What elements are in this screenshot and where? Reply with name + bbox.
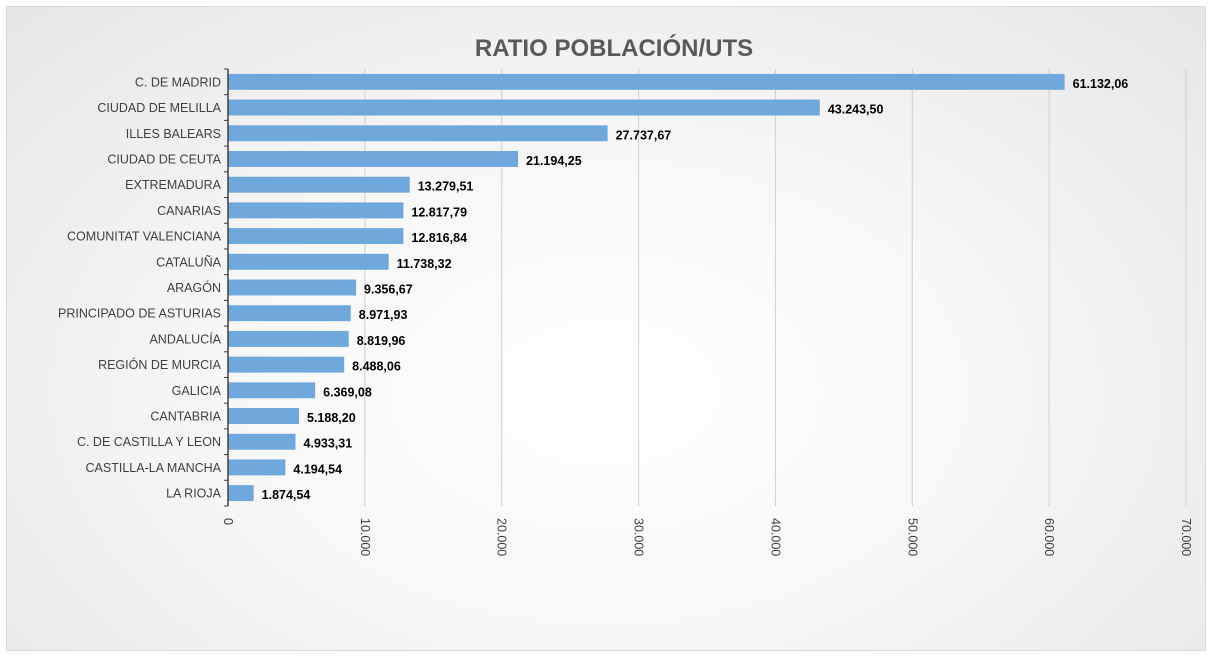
value-label: 61.132,06 <box>1073 77 1129 91</box>
value-label: 12.816,84 <box>411 231 467 245</box>
category-label: ARAGÓN <box>167 280 221 295</box>
category-label: REGIÓN DE MURCIA <box>98 357 222 372</box>
value-label: 43.243,50 <box>828 103 884 117</box>
bar <box>228 253 389 270</box>
category-label: COMUNITAT VALENCIANA <box>67 230 222 244</box>
category-label: C. DE MADRID <box>135 75 221 89</box>
bar <box>228 330 349 347</box>
bars <box>228 73 1065 502</box>
value-label: 8.488,06 <box>352 360 401 374</box>
value-label: 21.194,25 <box>526 154 582 168</box>
axes <box>224 68 229 507</box>
bar <box>228 228 404 245</box>
chart-title: RATIO POBLACIÓN/UTS <box>475 34 753 62</box>
value-label: 13.279,51 <box>418 180 474 194</box>
category-label: CATALUÑA <box>156 255 221 269</box>
category-label: CIUDAD DE MELILLA <box>97 101 221 115</box>
x-tick-label: 30.000 <box>632 518 646 556</box>
bar <box>228 73 1065 90</box>
bar <box>228 408 300 424</box>
category-label: LA RIOJA <box>166 487 222 501</box>
value-label: 1.874,54 <box>262 488 311 502</box>
value-label: 12.817,79 <box>411 205 467 219</box>
value-label: 27.737,67 <box>616 128 672 142</box>
value-label: 11.738,32 <box>397 257 452 271</box>
value-label: 4.933,31 <box>304 437 353 451</box>
value-label: 6.369,08 <box>323 385 372 399</box>
category-label: GALICIA <box>172 384 222 398</box>
category-label: ANDALUCÍA <box>149 331 221 346</box>
bar <box>228 99 820 116</box>
bar <box>228 176 410 193</box>
bar <box>228 459 286 476</box>
category-label: CASTILLA-LA MANCHA <box>86 461 222 475</box>
labels: 0 10.000 20.000 30.000 40.000 50.000 60.000 70.… <box>58 75 1193 556</box>
value-label: 4.194,54 <box>293 462 342 476</box>
category-label: C. DE CASTILLA Y LEON <box>77 435 221 449</box>
bar <box>228 382 316 399</box>
x-tick-label: 10.000 <box>358 518 372 556</box>
bar <box>228 433 296 450</box>
bar <box>228 151 519 167</box>
bar <box>228 279 357 296</box>
category-label: CANARIAS <box>157 204 221 218</box>
x-tick-label: 40.000 <box>768 518 782 556</box>
bar <box>228 305 351 322</box>
category-label: EXTREMADURA <box>125 178 222 192</box>
category-label: ILLES BALEARS <box>126 127 221 141</box>
category-label: CIUDAD DE CEUTA <box>107 152 221 166</box>
bar <box>228 356 345 373</box>
bar <box>228 125 608 142</box>
x-tick-label: 20.000 <box>495 518 509 556</box>
category-label: CANTABRIA <box>150 410 221 424</box>
x-tick-label: 50.000 <box>905 518 919 556</box>
x-tick-label: 0 <box>221 518 235 525</box>
x-tick-label: 70.000 <box>1179 518 1193 556</box>
gridlines <box>364 69 1187 506</box>
value-label: 5.188,20 <box>307 411 356 425</box>
category-label: PRINCIPADO DE ASTURIAS <box>58 307 221 321</box>
x-tick-label: 60.000 <box>1042 518 1056 556</box>
value-label: 8.819,96 <box>357 334 406 348</box>
value-label: 9.356,67 <box>364 283 413 297</box>
bar <box>228 485 254 502</box>
bar <box>228 202 404 219</box>
value-label: 8.971,93 <box>359 308 408 322</box>
